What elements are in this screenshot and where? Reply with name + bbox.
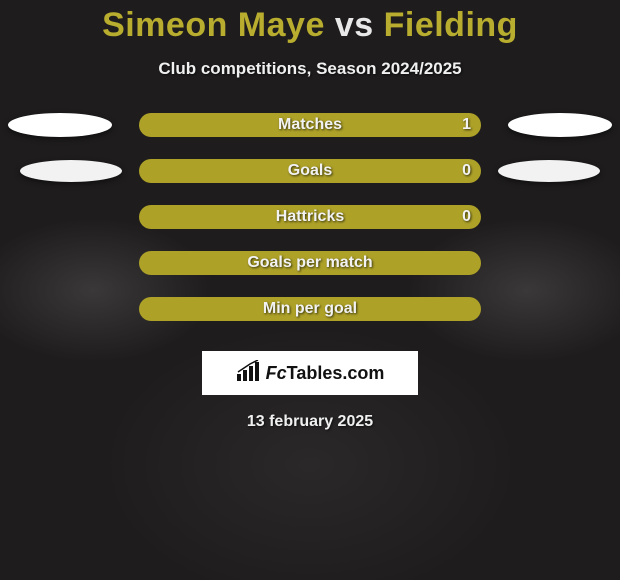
subtitle: Club competitions, Season 2024/2025 [0, 59, 620, 79]
stat-bar: Hattricks 0 [139, 205, 481, 229]
stat-row: Min per goal [0, 297, 620, 321]
stat-rows: Matches 1 Goals 0 Hattricks 0 Goals per match M… [0, 113, 620, 321]
stat-label: Min per goal [263, 300, 357, 318]
stat-label: Goals [288, 162, 332, 180]
left-ellipse [20, 160, 122, 182]
right-ellipse [508, 113, 612, 137]
left-ellipse [8, 113, 112, 137]
bar-chart-icon [236, 360, 262, 387]
stat-value: 1 [462, 116, 471, 134]
stat-label: Matches [278, 116, 342, 134]
right-ellipse [498, 160, 600, 182]
player1-name: Simeon Maye [102, 6, 325, 44]
stat-label: Hattricks [276, 208, 344, 226]
vs-text: vs [335, 6, 374, 44]
stat-value: 0 [462, 162, 471, 180]
date-text: 13 february 2025 [0, 413, 620, 431]
logo-text: FcTables.com [266, 363, 385, 384]
stat-row: Goals 0 [0, 159, 620, 183]
stat-value: 0 [462, 208, 471, 226]
stat-bar: Matches 1 [139, 113, 481, 137]
stat-bar: Goals 0 [139, 159, 481, 183]
stat-bar: Goals per match [139, 251, 481, 275]
stat-label: Goals per match [247, 254, 372, 272]
stat-row: Matches 1 [0, 113, 620, 137]
stat-row: Hattricks 0 [0, 205, 620, 229]
fctables-logo: FcTables.com [202, 351, 418, 395]
stat-bar: Min per goal [139, 297, 481, 321]
page-title: Simeon Maye vs Fielding [0, 6, 620, 45]
player2-name: Fielding [384, 6, 518, 44]
stat-row: Goals per match [0, 251, 620, 275]
